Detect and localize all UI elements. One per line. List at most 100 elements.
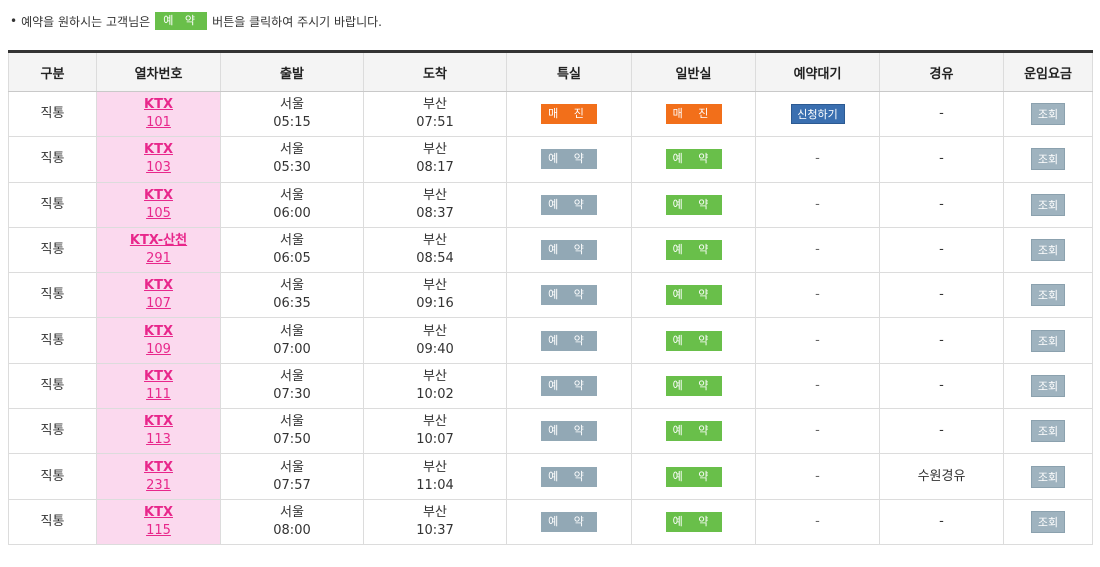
general-class-button[interactable]: 예 약 xyxy=(665,285,722,306)
table-row: 직통 KTX-산천 291 서울 06:05 부산 08:54 예 약 예 약 - - 조회 xyxy=(8,226,1093,274)
train-number-link[interactable]: 107 xyxy=(146,296,171,312)
train-number-cell: KTX 231 xyxy=(96,453,221,500)
fare-inquiry-button[interactable]: 조회 xyxy=(1031,103,1065,126)
general-class-button[interactable]: 예 약 xyxy=(665,511,722,532)
fare-cell: 조회 xyxy=(1003,453,1093,500)
general-class-button[interactable]: 예 약 xyxy=(665,194,722,215)
train-name-link[interactable]: KTX xyxy=(144,323,173,339)
arrival-cell: 부산 10:07 xyxy=(363,408,507,455)
fare-inquiry-button[interactable]: 조회 xyxy=(1031,148,1065,171)
departure-time: 08:00 xyxy=(273,522,311,538)
fare-inquiry-button[interactable]: 조회 xyxy=(1031,193,1065,216)
special-class-cell: 예 약 xyxy=(506,272,632,319)
fare-cell: 조회 xyxy=(1003,362,1093,410)
fare-cell: 조회 xyxy=(1003,90,1093,138)
departure-time: 06:00 xyxy=(273,205,311,221)
train-name-link[interactable]: KTX xyxy=(144,414,173,430)
fare-cell: 조회 xyxy=(1003,226,1093,274)
fare-inquiry-button[interactable]: 조회 xyxy=(1031,239,1065,262)
table-row: 직통 KTX 113 서울 07:50 부산 10:07 예 약 예 약 - - 조회 xyxy=(8,408,1093,455)
train-number-link[interactable]: 115 xyxy=(146,522,171,538)
special-class-cell: 매 진 xyxy=(506,90,632,138)
fare-inquiry-button[interactable]: 조회 xyxy=(1031,510,1065,533)
via-cell: - xyxy=(879,136,1004,183)
train-number-link[interactable]: 101 xyxy=(146,115,171,131)
train-name-link[interactable]: KTX xyxy=(144,97,173,113)
special-class-button[interactable]: 예 약 xyxy=(541,375,597,396)
general-class-button[interactable]: 예 약 xyxy=(665,421,722,442)
waitlist-value: - xyxy=(815,151,820,167)
departure-time: 07:57 xyxy=(273,477,311,493)
arrival-station: 부산 xyxy=(423,504,447,520)
departure-time: 07:30 xyxy=(273,386,311,402)
special-class-button[interactable]: 매 진 xyxy=(541,104,597,125)
table-row: 직통 KTX 105 서울 06:00 부산 08:37 예 약 예 약 - - 조회 xyxy=(8,181,1093,228)
arrival-cell: 부산 10:02 xyxy=(363,362,507,410)
departure-station: 서울 xyxy=(280,368,304,384)
departure-time: 05:15 xyxy=(273,115,311,131)
train-schedule-table: 구분 열차번호 출발 도착 특실 일반실 예약대기 경유 운임요금 직통 KTX 1… xyxy=(8,50,1093,545)
notice-prefix: 예약을 원하시는 고객님은 xyxy=(21,14,151,29)
train-name-link[interactable]: KTX xyxy=(144,504,173,520)
type-cell: 직통 xyxy=(8,226,97,274)
general-class-button[interactable]: 매 진 xyxy=(665,104,722,125)
train-number-link[interactable]: 113 xyxy=(146,432,171,448)
train-number-link[interactable]: 231 xyxy=(146,477,171,493)
special-class-button[interactable]: 예 약 xyxy=(541,466,597,487)
special-class-button[interactable]: 예 약 xyxy=(541,149,597,170)
train-number-link[interactable]: 109 xyxy=(146,341,171,357)
train-name-link[interactable]: KTX xyxy=(144,368,173,384)
train-number-cell: KTX 103 xyxy=(96,136,221,183)
header-general-class: 일반실 xyxy=(631,50,756,92)
departure-cell: 서울 07:50 xyxy=(220,408,364,455)
waitlist-value: - xyxy=(815,332,820,348)
special-class-cell: 예 약 xyxy=(506,317,632,364)
via-cell: - xyxy=(879,408,1004,455)
train-name-link[interactable]: KTX xyxy=(144,278,173,294)
fare-inquiry-button[interactable]: 조회 xyxy=(1031,420,1065,443)
arrival-time: 08:17 xyxy=(416,160,454,176)
via-cell: - xyxy=(879,272,1004,319)
general-class-cell: 예 약 xyxy=(631,317,756,364)
waitlist-apply-button[interactable]: 신청하기 xyxy=(790,104,845,125)
arrival-time: 08:37 xyxy=(416,205,454,221)
special-class-button[interactable]: 예 약 xyxy=(541,240,597,261)
train-name-link[interactable]: KTX xyxy=(144,142,173,158)
arrival-cell: 부산 08:37 xyxy=(363,181,507,228)
fare-inquiry-button[interactable]: 조회 xyxy=(1031,374,1065,397)
train-name-link[interactable]: KTX xyxy=(144,187,173,203)
train-name-link[interactable]: KTX xyxy=(144,459,173,475)
type-cell: 직통 xyxy=(8,272,97,319)
train-number-link[interactable]: 103 xyxy=(146,160,171,176)
train-number-link[interactable]: 105 xyxy=(146,205,171,221)
fare-inquiry-button[interactable]: 조회 xyxy=(1031,465,1065,488)
waitlist-cell: 신청하기 xyxy=(755,90,880,138)
table-row: 직통 KTX 101 서울 05:15 부산 07:51 매 진 매 진 신청하기 - 조회 xyxy=(8,90,1093,138)
notice-bullet: • xyxy=(10,14,18,28)
general-class-button[interactable]: 예 약 xyxy=(665,240,722,261)
train-name-link[interactable]: KTX-산천 xyxy=(129,233,188,249)
waitlist-cell: - xyxy=(755,136,880,183)
special-class-button[interactable]: 예 약 xyxy=(541,511,597,532)
header-fare: 운임요금 xyxy=(1003,50,1093,92)
fare-inquiry-button[interactable]: 조회 xyxy=(1031,284,1065,307)
special-class-button[interactable]: 예 약 xyxy=(541,194,597,215)
special-class-button[interactable]: 예 약 xyxy=(541,421,597,442)
general-class-button[interactable]: 예 약 xyxy=(665,149,722,170)
arrival-station: 부산 xyxy=(423,323,447,339)
departure-station: 서울 xyxy=(280,323,304,339)
general-class-button[interactable]: 예 약 xyxy=(665,375,722,396)
train-number-cell: KTX 107 xyxy=(96,272,221,319)
departure-station: 서울 xyxy=(280,187,304,203)
train-number-link[interactable]: 111 xyxy=(146,386,171,402)
fare-inquiry-button[interactable]: 조회 xyxy=(1031,329,1065,352)
general-class-button[interactable]: 예 약 xyxy=(665,330,722,351)
departure-station: 서울 xyxy=(280,504,304,520)
general-class-button[interactable]: 예 약 xyxy=(665,466,722,487)
departure-time: 05:30 xyxy=(273,160,311,176)
special-class-button[interactable]: 예 약 xyxy=(541,330,597,351)
special-class-button[interactable]: 예 약 xyxy=(541,285,597,306)
general-class-cell: 예 약 xyxy=(631,453,756,500)
train-number-link[interactable]: 291 xyxy=(146,251,171,267)
special-class-cell: 예 약 xyxy=(506,136,632,183)
